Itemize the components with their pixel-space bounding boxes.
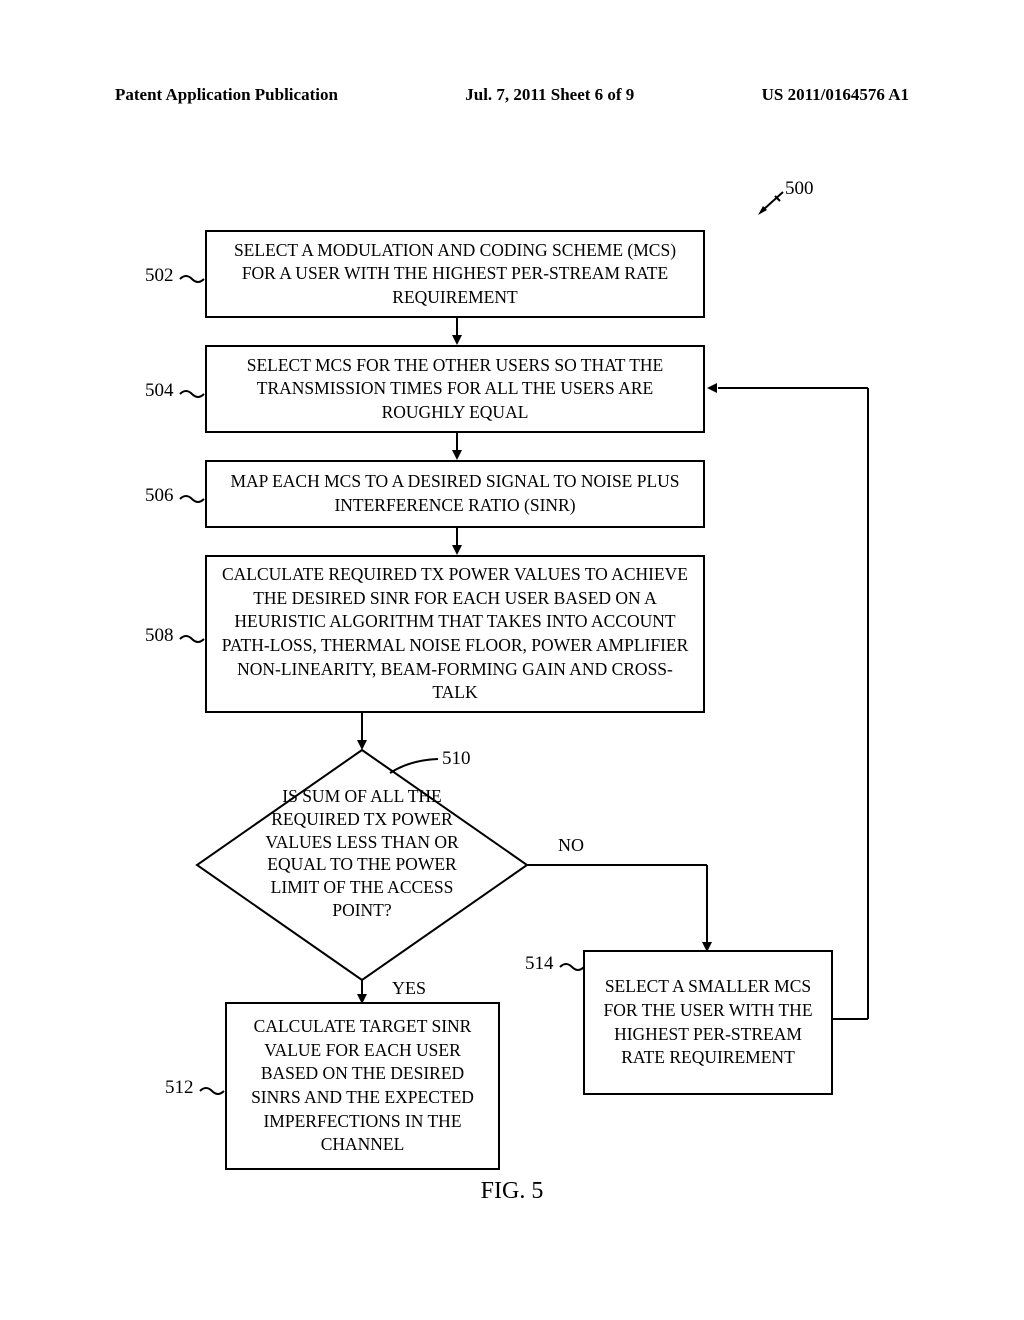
header-left: Patent Application Publication <box>115 85 338 105</box>
page-header: Patent Application Publication Jul. 7, 2… <box>0 85 1024 105</box>
arrow-502-504 <box>450 318 464 345</box>
arrow-no <box>527 860 717 952</box>
box-506: MAP EACH MCS TO A DESIRED SIGNAL TO NOIS… <box>205 460 705 528</box>
arrow-loopback <box>833 388 883 1023</box>
ref-500-text: 500 <box>785 178 814 199</box>
label-508-text: 508 <box>145 625 174 646</box>
diamond-510-content: IS SUM OF ALL THE REQUIRED TX POWER VALU… <box>265 786 458 920</box>
box-502: SELECT A MODULATION AND CODING SCHEME (M… <box>205 230 705 318</box>
label-502: 502 <box>145 265 174 287</box>
figure-text: FIG. 5 <box>481 1178 544 1204</box>
arrow-508-510 <box>355 713 369 750</box>
label-510: 510 <box>442 748 471 770</box>
curl-508 <box>180 631 206 645</box>
label-yes: YES <box>392 978 426 999</box>
diamond-510-text: IS SUM OF ALL THE REQUIRED TX POWER VALU… <box>252 785 472 922</box>
label-514-text: 514 <box>525 953 554 974</box>
box-512-text: CALCULATE TARGET SINR VALUE FOR EACH USE… <box>241 1015 484 1157</box>
label-504: 504 <box>145 380 174 402</box>
label-508: 508 <box>145 625 174 647</box>
ref-500-arrow <box>755 188 785 218</box>
label-506: 506 <box>145 485 174 507</box>
arrow-506-508 <box>450 528 464 555</box>
curl-506 <box>180 491 206 505</box>
label-no-text: NO <box>558 835 584 855</box>
box-508-text: CALCULATE REQUIRED TX POWER VALUES TO AC… <box>221 563 689 705</box>
label-502-text: 502 <box>145 265 174 286</box>
box-504: SELECT MCS FOR THE OTHER USERS SO THAT T… <box>205 345 705 433</box>
label-512-text: 512 <box>165 1077 194 1098</box>
box-502-text: SELECT A MODULATION AND CODING SCHEME (M… <box>221 239 689 310</box>
box-504-text: SELECT MCS FOR THE OTHER USERS SO THAT T… <box>221 354 689 425</box>
box-506-text: MAP EACH MCS TO A DESIRED SIGNAL TO NOIS… <box>221 470 689 517</box>
box-514: SELECT A SMALLER MCS FOR THE USER WITH T… <box>583 950 833 1095</box>
label-504-text: 504 <box>145 380 174 401</box>
leader-510 <box>390 755 440 775</box>
label-512: 512 <box>165 1077 194 1099</box>
label-yes-text: YES <box>392 978 426 998</box>
curl-512 <box>200 1083 226 1097</box>
figure-label: FIG. 5 <box>0 1178 1024 1205</box>
arrow-504-506 <box>450 433 464 460</box>
box-508: CALCULATE REQUIRED TX POWER VALUES TO AC… <box>205 555 705 713</box>
curl-502 <box>180 271 206 285</box>
flowchart: 500 502 SELECT A MODULATION AND CODING S… <box>0 170 1024 1150</box>
label-no: NO <box>558 835 584 856</box>
label-506-text: 506 <box>145 485 174 506</box>
header-right: US 2011/0164576 A1 <box>762 85 909 105</box>
ref-500: 500 <box>785 178 814 200</box>
header-center: Jul. 7, 2011 Sheet 6 of 9 <box>465 85 634 105</box>
arrow-yes <box>355 980 369 1004</box>
curl-504 <box>180 386 206 400</box>
label-514: 514 <box>525 953 554 975</box>
box-514-text: SELECT A SMALLER MCS FOR THE USER WITH T… <box>599 975 817 1070</box>
label-510-text: 510 <box>442 748 471 769</box>
box-512: CALCULATE TARGET SINR VALUE FOR EACH USE… <box>225 1002 500 1170</box>
